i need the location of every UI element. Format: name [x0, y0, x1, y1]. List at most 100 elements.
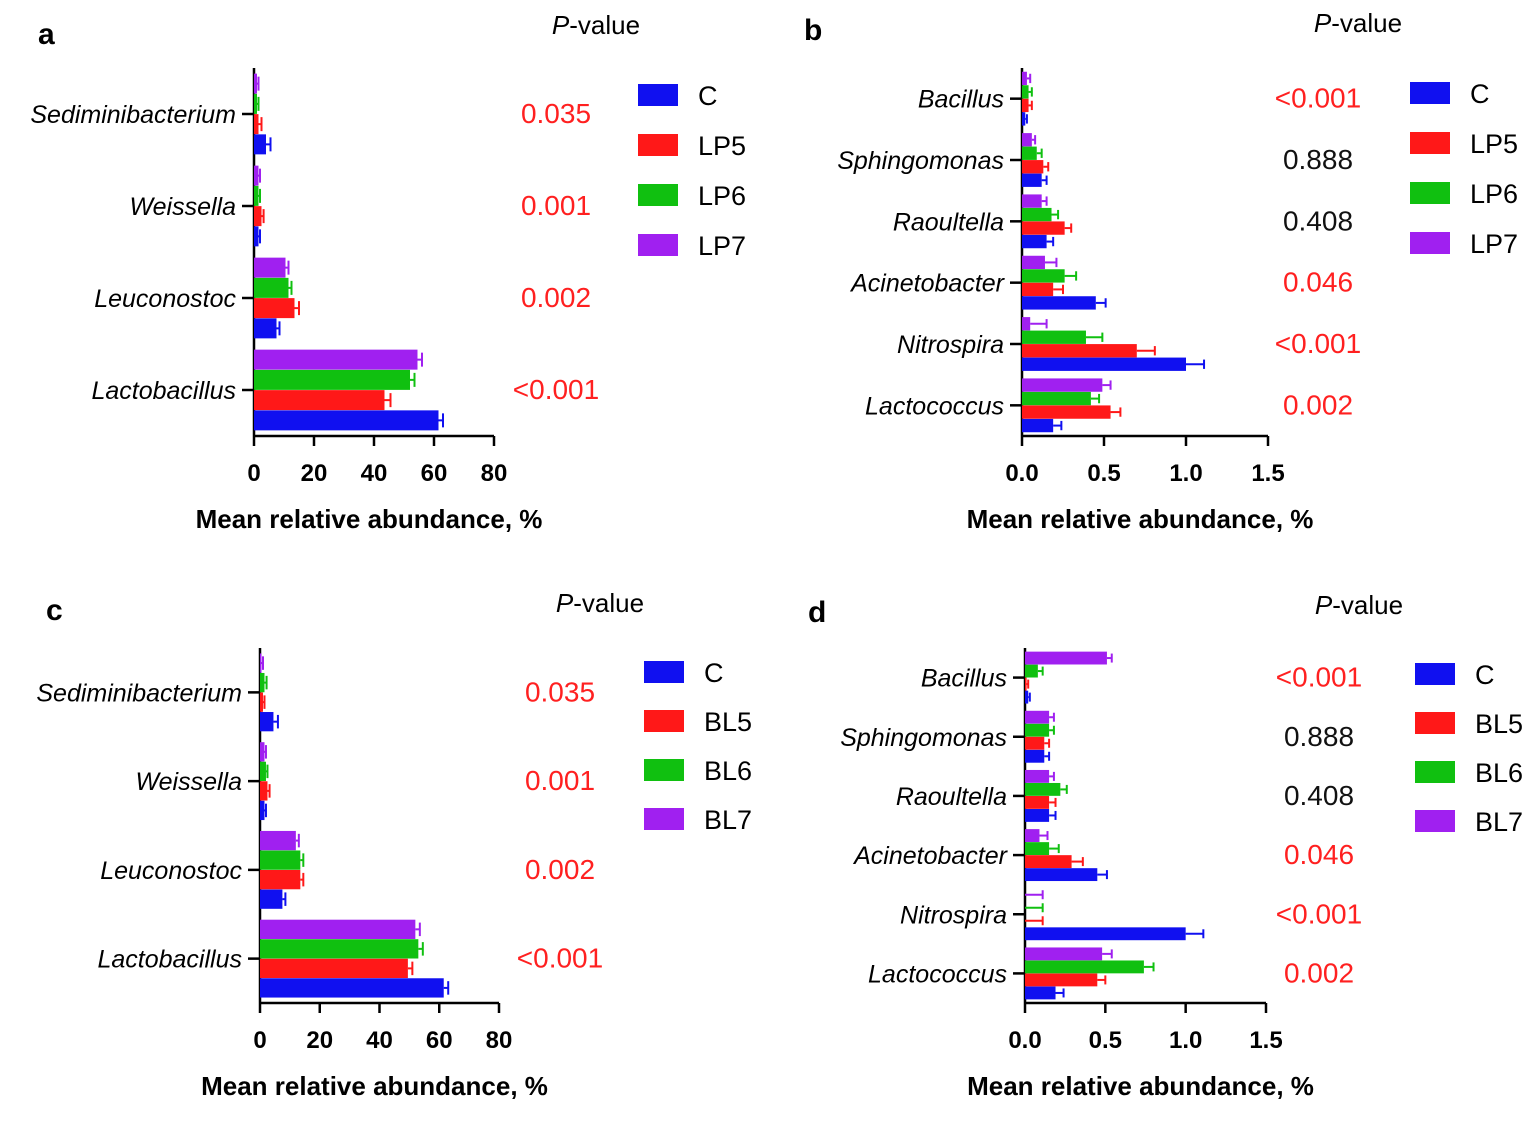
pvalue-leuconostoc: 0.002 [525, 854, 595, 885]
panel-c: c P-value 0 20 40 60 80 Mean relative abundance… [0, 578, 765, 1123]
bar-c-weissella [254, 226, 259, 247]
category-label-raoultella: Raoultella [893, 208, 1004, 236]
legend-label-lp6: LP6 [1470, 179, 1518, 209]
category-label-sediminibacterium: Sediminibacterium [30, 101, 236, 129]
panel-d: d P-value 0.0 0.5 1.0 1.5 Mean relative abunda… [770, 578, 1535, 1123]
bar-lp7-lactococcus [1022, 378, 1103, 392]
bar-bl7-bacillus [1025, 651, 1107, 665]
legend-swatch-lp7 [638, 234, 678, 256]
x-tick-label: 40 [366, 1027, 393, 1054]
pvalue-acinetobacter: 0.046 [1284, 839, 1354, 870]
legend-swatch-c [1410, 82, 1450, 104]
legend-label-bl6: BL6 [704, 756, 752, 786]
x-tick-label: 0.0 [1005, 460, 1038, 487]
x-tick-label: 0.5 [1089, 1027, 1122, 1054]
legend-label-lp6: LP6 [698, 181, 746, 211]
legend-swatch-c [644, 661, 684, 683]
pvalue-sediminibacterium: 0.035 [521, 98, 591, 129]
bar-lp6-leuconostoc [254, 277, 289, 298]
x-axis-title: Mean relative abundance, % [201, 1071, 548, 1101]
panel-label: b [804, 14, 822, 47]
pvalue-header-rest: -value [1331, 8, 1402, 38]
bar-c-sediminibacterium [254, 134, 266, 155]
panel-label: d [808, 596, 826, 629]
legend-swatch-lp5 [638, 134, 678, 156]
bar-lp6-acinetobacter [1022, 269, 1065, 283]
bar-lp5-nitrospira [1022, 344, 1137, 358]
pvalue-bacillus: <0.001 [1276, 662, 1362, 693]
pvalue-sphingomonas: 0.888 [1284, 721, 1354, 752]
bar-c-bacillus [1025, 690, 1029, 704]
category-label-lactococcus: Lactococcus [865, 392, 1004, 420]
bar-lp5-lactococcus [1022, 405, 1111, 419]
pvalue-header: P-value [1314, 8, 1402, 38]
bar-lp6-sphingomonas [1022, 146, 1037, 160]
pvalue-lactobacillus: <0.001 [513, 374, 599, 405]
x-tick-label: 0 [247, 460, 260, 487]
pvalue-header-italic: P [1315, 590, 1333, 620]
bar-lp5-lactobacillus [254, 390, 385, 411]
x-tick-label: 0.5 [1087, 460, 1120, 487]
bar-bl5-raoultella [1025, 795, 1050, 809]
bar-lp7-nitrospira [1022, 317, 1031, 331]
pvalue-bacillus: <0.001 [1275, 83, 1361, 114]
legend-swatch-bl5 [1415, 712, 1455, 734]
bar-lp5-leuconostoc [254, 298, 295, 319]
pvalue-header-rest: -value [1332, 590, 1403, 620]
bar-bl5-sphingomonas [1025, 736, 1045, 750]
category-label-bacillus: Bacillus [918, 86, 1004, 114]
legend-label-bl7: BL7 [1475, 807, 1523, 837]
legend-swatch-lp5 [1410, 132, 1450, 154]
category-label-acinetobacter: Acinetobacter [849, 270, 1006, 298]
bar-c-sphingomonas [1022, 173, 1042, 187]
bar-lp5-weissella [254, 206, 262, 227]
category-label-lactococcus: Lactococcus [868, 960, 1007, 988]
bar-c-bacillus [1022, 112, 1026, 126]
bar-bl7-leuconostoc [260, 830, 296, 851]
legend-label-bl6: BL6 [1475, 758, 1523, 788]
bar-bl5-bacillus [1025, 677, 1027, 691]
x-tick-label: 60 [421, 460, 448, 487]
category-label-nitrospira: Nitrospira [897, 331, 1004, 359]
pvalue-raoultella: 0.408 [1284, 780, 1354, 811]
legend-label-bl5: BL5 [1475, 709, 1523, 739]
pvalue-lactococcus: 0.002 [1284, 957, 1354, 988]
bar-lp7-sphingomonas [1022, 133, 1032, 147]
category-label-weissella: Weissella [135, 768, 242, 796]
legend-label-lp7: LP7 [698, 231, 746, 261]
bar-c-lactococcus [1022, 418, 1054, 433]
bar-lp7-leuconostoc [254, 257, 286, 278]
bar-bl6-lactobacillus [260, 939, 419, 959]
category-label-sediminibacterium: Sediminibacterium [36, 679, 242, 707]
x-tick-label: 80 [486, 1027, 513, 1054]
bar-lp7-raoultella [1022, 194, 1042, 208]
bar-bl7-acinetobacter [1025, 829, 1040, 842]
bar-bl7-lactobacillus [260, 919, 416, 939]
category-label-leuconostoc: Leuconostoc [94, 285, 236, 313]
bar-c-leuconostoc [254, 318, 277, 339]
bar-bl7-raoultella [1025, 769, 1050, 783]
bar-bl7-lactococcus [1025, 947, 1103, 961]
legend-label-lp5: LP5 [1470, 129, 1518, 159]
x-tick-label: 40 [361, 460, 388, 487]
bar-lp6-sediminibacterium [254, 93, 257, 114]
bar-bl6-raoultella [1025, 782, 1061, 796]
bar-lp6-bacillus [1022, 85, 1029, 99]
category-label-lactobacillus: Lactobacillus [91, 377, 236, 405]
pvalue-lactococcus: 0.002 [1283, 389, 1353, 420]
bar-lp6-nitrospira [1022, 330, 1086, 344]
bar-bl7-sphingomonas [1025, 710, 1050, 724]
legend-swatch-c [638, 84, 678, 106]
bar-bl6-sphingomonas [1025, 723, 1050, 737]
panel-label: c [46, 594, 63, 627]
pvalue-header: P-value [1315, 590, 1403, 620]
legend-swatch-lp6 [638, 184, 678, 206]
bar-c-raoultella [1022, 234, 1047, 249]
bar-lp7-lactobacillus [254, 349, 418, 370]
bar-lp6-lactobacillus [254, 369, 410, 390]
x-axis-title: Mean relative abundance, % [967, 1071, 1314, 1101]
bar-lp5-sphingomonas [1022, 160, 1044, 174]
bar-lp5-sediminibacterium [254, 114, 259, 135]
x-tick-label: 1.5 [1251, 460, 1284, 487]
bar-lp7-bacillus [1022, 71, 1027, 86]
